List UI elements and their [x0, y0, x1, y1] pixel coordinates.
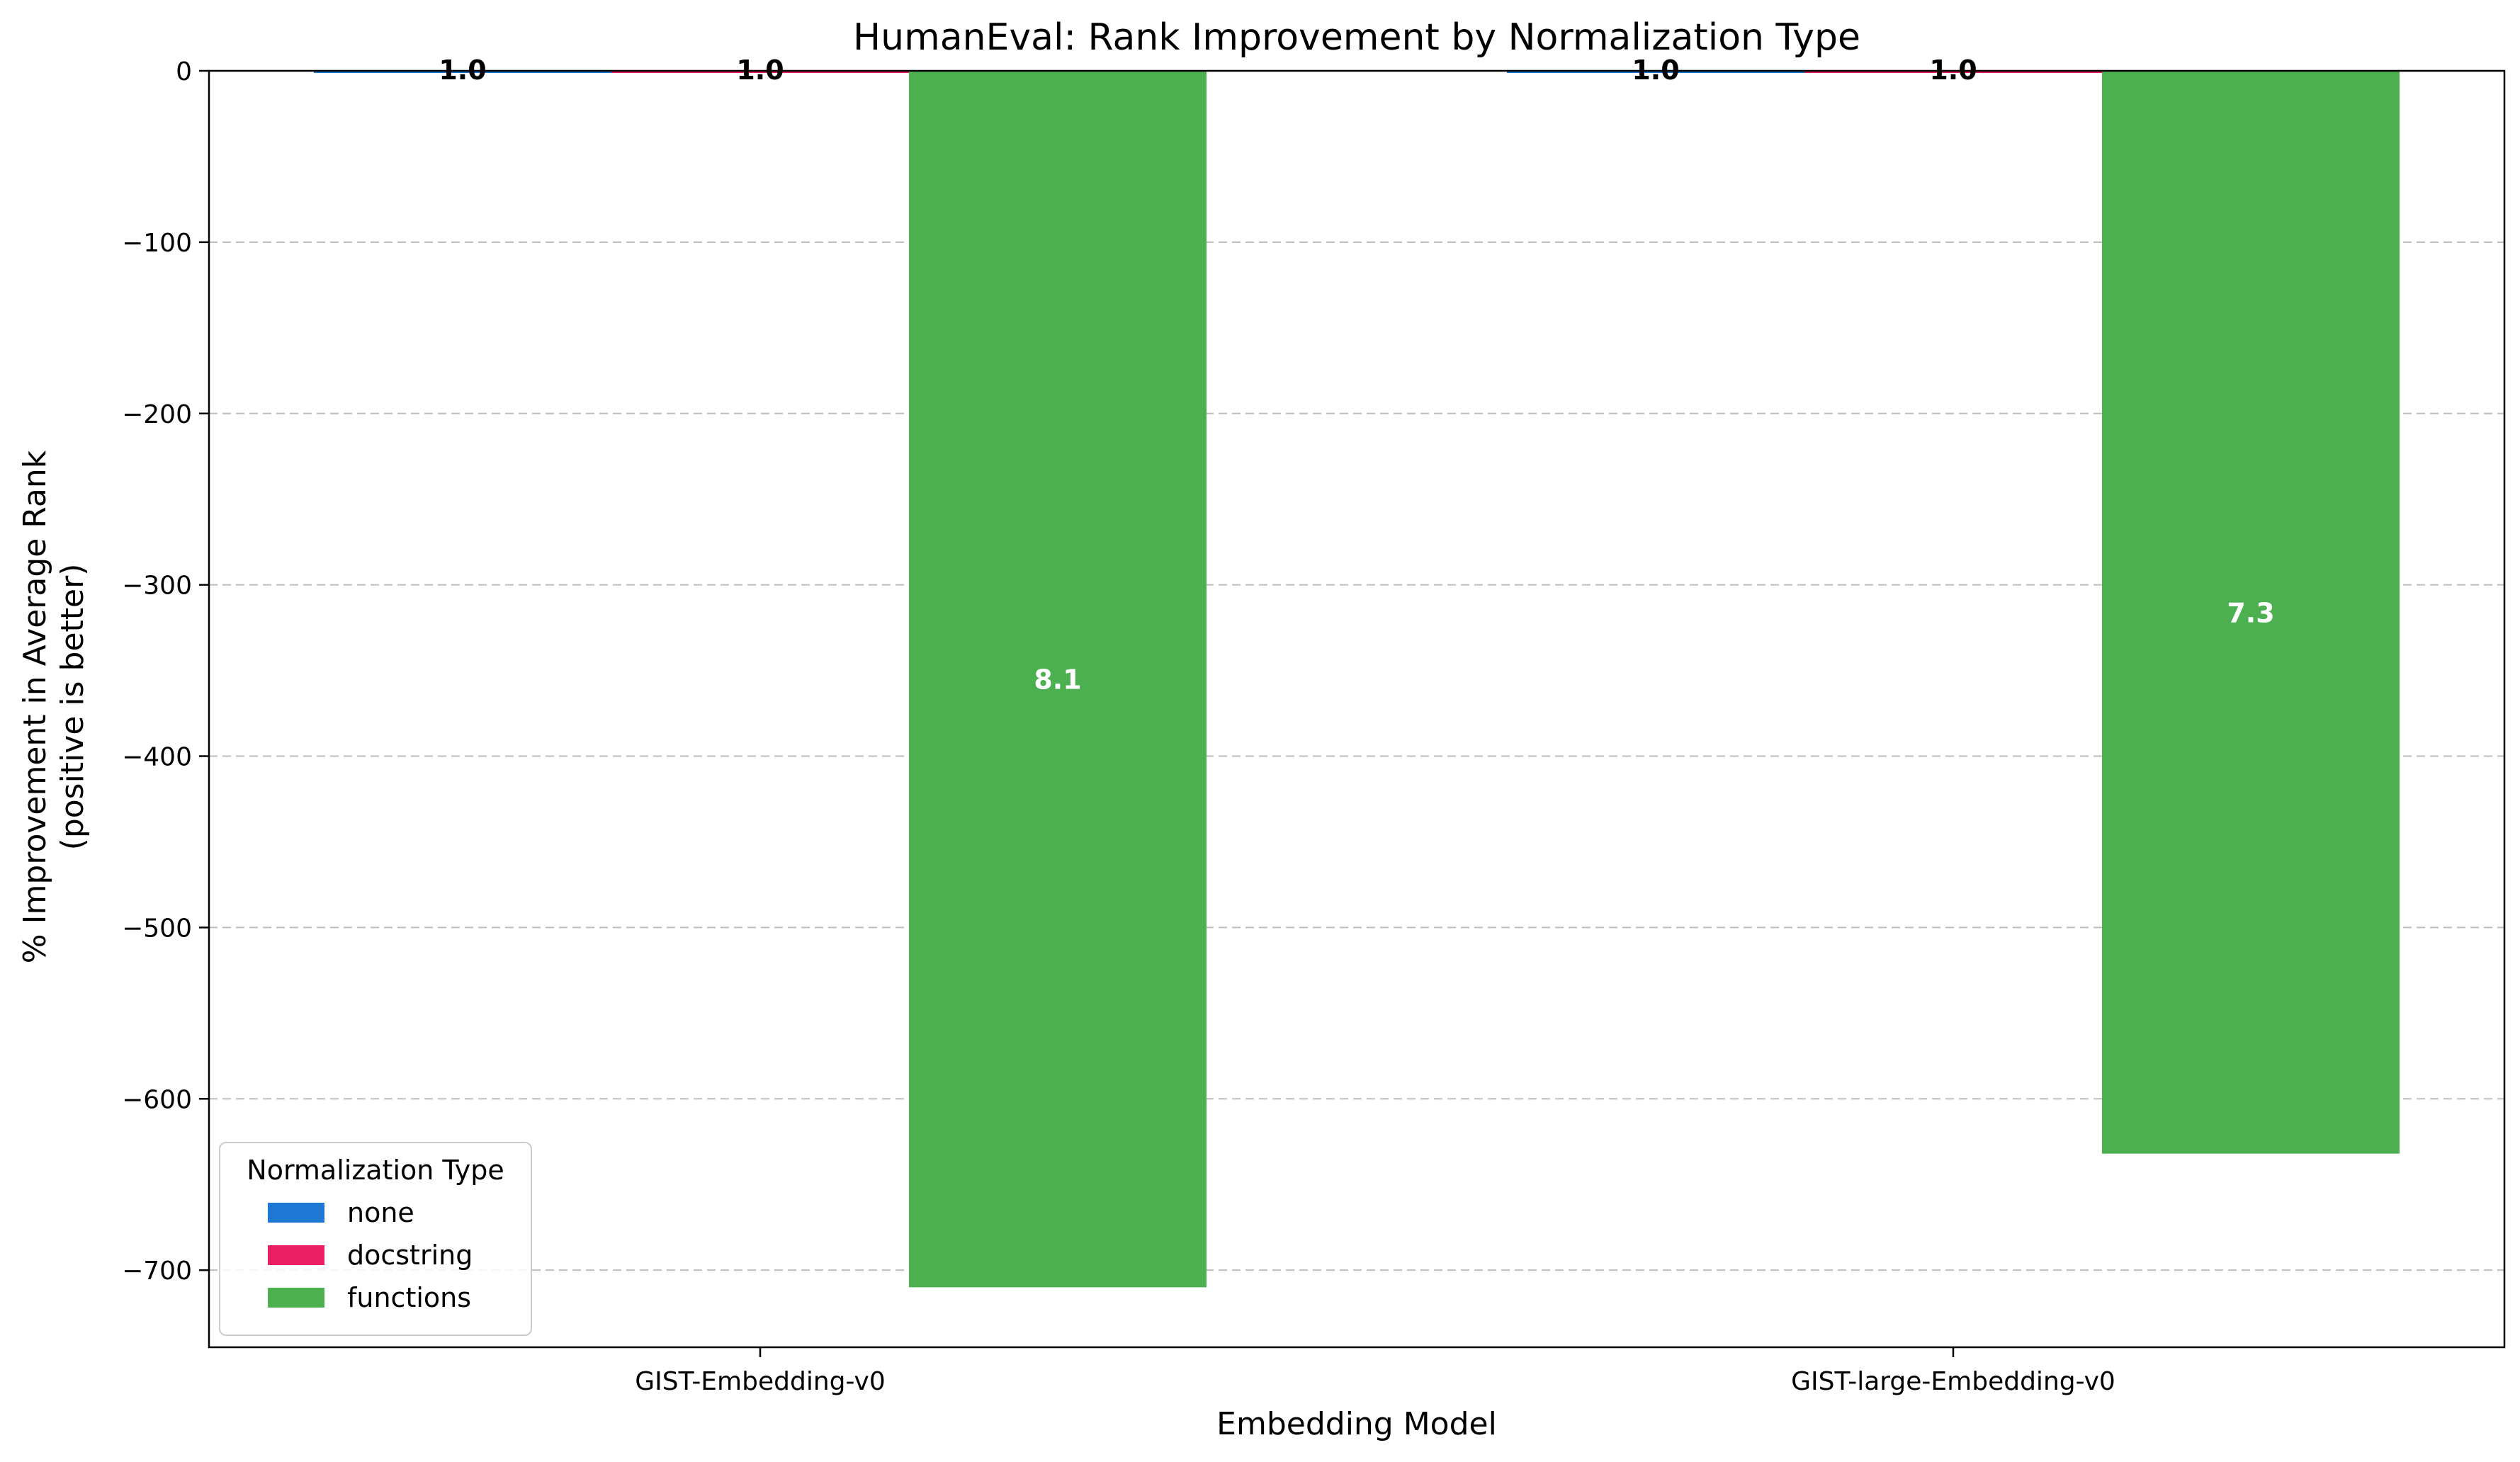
- y-tick-label: −600: [122, 1085, 192, 1114]
- legend-items: none docstring functions: [268, 1197, 473, 1313]
- plot-frame: [208, 69, 2506, 1349]
- legend-label-none: none: [347, 1197, 414, 1228]
- y-tick-label: −300: [122, 572, 192, 601]
- x-axis: GIST-Embedding-v0 GIST-large-Embedding-v0: [635, 1347, 2115, 1396]
- legend-title: Normalization Type: [247, 1155, 504, 1186]
- bar-docstring: [611, 71, 909, 73]
- bar-functions: [909, 71, 1207, 1288]
- bar-none: [314, 71, 611, 73]
- x-tick-label: GIST-Embedding-v0: [635, 1367, 885, 1396]
- y-axis: 0 −100 −200 −300 −400 −500 −600 −700: [122, 57, 209, 1286]
- bar-value-label: 8.1: [1034, 664, 1081, 696]
- y-tick-label: −200: [122, 400, 192, 429]
- bars: [314, 71, 2400, 1288]
- y-tick-label: −400: [122, 743, 192, 772]
- bar-docstring: [1804, 71, 2102, 73]
- y-tick-label: 0: [176, 57, 192, 86]
- legend-label-docstring: docstring: [347, 1240, 473, 1271]
- bar-value-label: 7.3: [2227, 597, 2274, 628]
- chart-title: HumanEval: Rank Improvement by Normaliza…: [853, 16, 1860, 59]
- legend-swatch-none: [268, 1203, 324, 1223]
- y-tick-label: −500: [122, 914, 192, 943]
- y-axis-label-line-1: % Improvement in Average Rank: [17, 450, 53, 963]
- legend-frame: [219, 1142, 532, 1336]
- bar-functions: [2102, 71, 2400, 1154]
- y-axis-label-line-2: (positive is better): [55, 564, 91, 851]
- y-tick-label: −100: [122, 229, 192, 258]
- legend-swatch-functions: [268, 1288, 324, 1308]
- legend: Normalization Type none docstring function…: [219, 1142, 532, 1336]
- x-axis-label: Embedding Model: [1216, 1406, 1497, 1442]
- y-tick-label: −700: [122, 1257, 192, 1286]
- legend-swatch-docstring: [268, 1245, 324, 1265]
- legend-label-functions: functions: [347, 1282, 471, 1313]
- x-tick-label: GIST-large-Embedding-v0: [1791, 1367, 2115, 1396]
- bar-none: [1507, 71, 1804, 73]
